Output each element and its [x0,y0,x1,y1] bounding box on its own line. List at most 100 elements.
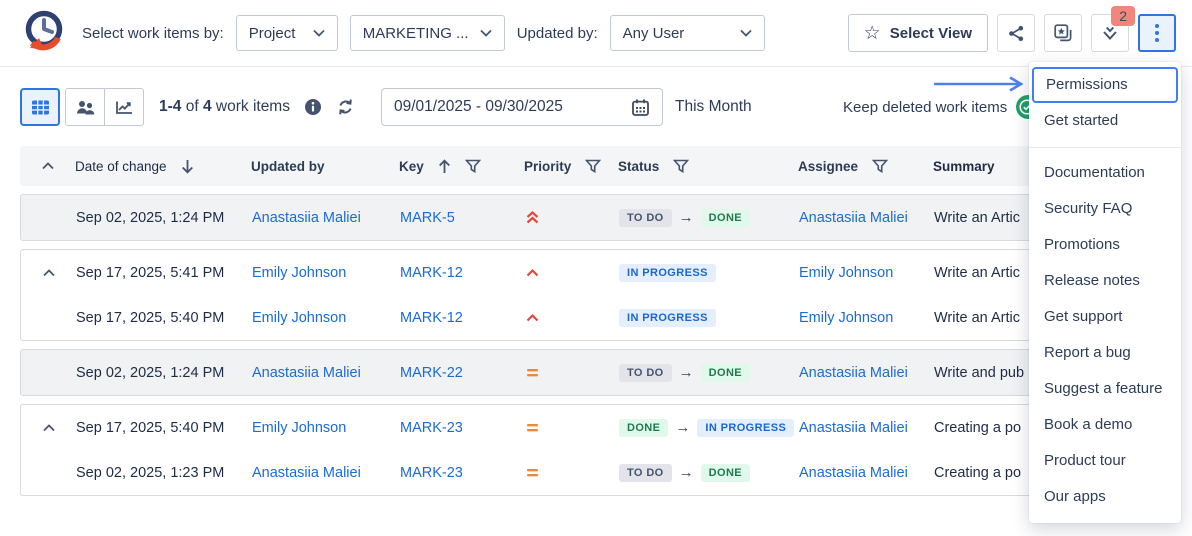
col-date-of-change: Date of change [75,158,167,174]
filter-icon[interactable] [872,159,889,173]
menu-item-documentation[interactable]: Documentation [1044,164,1145,181]
transition-arrow-icon: → [678,464,694,481]
chevron-down-icon [313,29,325,37]
updated-by-link[interactable]: Anastasiia Maliei [252,364,361,381]
chart-view-button[interactable] [104,88,144,126]
view-toolbar: 1-4 of 4 work items 09/01/2025 - 09/30/2… [0,68,1192,146]
filter-icon[interactable] [673,159,690,173]
refresh-icon[interactable] [336,98,355,116]
filter-icon[interactable] [585,159,602,173]
select-work-items-label: Select work items by: [82,24,224,42]
assignee-link[interactable]: Emily Johnson [799,264,894,281]
updated-by-link[interactable]: Emily Johnson [252,309,347,326]
summary-text: Creating a po [934,419,1022,436]
updated-by-link[interactable]: Anastasiia Maliei [252,464,361,481]
priority-medium-icon [520,466,619,479]
export-view-button[interactable] [1044,14,1082,52]
updated-by-label: Updated by: [516,24,598,42]
date-range-input[interactable]: 09/01/2025 - 09/30/2025 [380,88,663,126]
info-icon[interactable] [304,98,322,116]
work-items-table: Date of change Updated by Key Priority S… [20,146,1172,496]
updated-by-link[interactable]: Emily Johnson [252,264,347,281]
col-priority: Priority [524,158,572,174]
summary-text: Write an Artic [934,209,1020,226]
chevron-up-icon [42,268,55,276]
status-badge: DONE [700,208,751,227]
menu-item-get-started[interactable]: Get started [1044,112,1119,129]
menu-divider [1029,147,1181,148]
more-actions-menu: Permissions Get started Documentation Se… [1029,62,1181,523]
table-row: Sep 17, 2025, 5:40 PM Emily Johnson MARK… [21,295,1171,340]
collapse-group-button[interactable] [21,268,76,277]
assignee-link[interactable]: Anastasiia Maliei [799,364,908,381]
updated-by-link[interactable]: Anastasiia Maliei [252,209,361,226]
change-date: Sep 17, 2025, 5:41 PM [76,264,225,281]
menu-item-release-notes[interactable]: Release notes [1044,272,1140,289]
menu-item-book-a-demo[interactable]: Book a demo [1044,416,1133,433]
people-icon [76,99,95,116]
assignee-link[interactable]: Anastasiia Maliei [799,209,908,226]
issue-key-link[interactable]: MARK-12 [400,264,463,281]
menu-item-product-tour[interactable]: Product tour [1044,452,1126,469]
summary-text: Write an Artic [934,309,1020,326]
collapse-group-button[interactable] [21,423,76,432]
work-items-count: 1-4 of 4 work items [159,98,290,115]
menu-item-security-faq[interactable]: Security FAQ [1044,200,1133,217]
user-select[interactable]: Any User [609,15,765,51]
status-badge: TO DO [619,463,672,482]
select-view-button[interactable]: ☆ Select View [847,14,988,52]
assignee-link[interactable]: Anastasiia Maliei [799,464,908,481]
priority-high-icon [520,267,619,279]
col-assignee: Assignee [798,158,859,174]
project-value-select[interactable]: MARKETING ... [349,15,505,51]
table-view-button[interactable] [20,88,60,126]
menu-item-get-support[interactable]: Get support [1044,308,1123,325]
table-row: Sep 17, 2025, 5:41 PM Emily Johnson MARK… [21,250,1171,295]
summary-text: Write and pub [934,364,1025,381]
sort-asc-icon[interactable] [438,158,451,174]
line-chart-icon [115,99,133,115]
work-item-group: Sep 02, 2025, 1:24 PM Anastasiia Maliei … [20,194,1172,241]
status-badge: IN PROGRESS [697,418,795,437]
sort-desc-icon[interactable] [181,159,194,174]
menu-item-suggest-a-feature[interactable]: Suggest a feature [1044,380,1163,397]
status-badge: TO DO [619,363,672,382]
issue-key-link[interactable]: MARK-12 [400,309,463,326]
collapse-all-button[interactable] [20,162,75,170]
filter-icon[interactable] [464,159,481,173]
project-type-select[interactable]: Project [235,15,338,51]
app-logo-history-clock-icon [18,8,66,58]
issue-key-link[interactable]: MARK-23 [400,464,463,481]
notifications-button[interactable]: 2 [1091,6,1135,52]
issue-key-link[interactable]: MARK-22 [400,364,463,381]
issue-key-link[interactable]: MARK-5 [400,209,455,226]
priority-high-icon [520,312,619,324]
issue-key-link[interactable]: MARK-23 [400,419,463,436]
table-row: Sep 17, 2025, 5:40 PM Emily Johnson MARK… [21,405,1171,450]
menu-item-our-apps[interactable]: Our apps [1044,488,1106,505]
menu-item-promotions[interactable]: Promotions [1044,236,1120,253]
transition-arrow-icon: → [678,209,694,226]
col-status: Status [618,158,660,174]
chevron-up-icon [41,162,54,170]
share-button[interactable] [997,14,1035,52]
col-summary: Summary [933,158,995,174]
menu-item-report-a-bug[interactable]: Report a bug [1044,344,1131,361]
summary-text: Write an Artic [934,264,1020,281]
people-view-button[interactable] [65,88,105,126]
priority-medium-icon [520,366,619,379]
col-key: Key [399,158,424,174]
table-row: Sep 02, 2025, 1:23 PM Anastasiia Maliei … [21,450,1171,495]
updated-by-link[interactable]: Emily Johnson [252,419,347,436]
change-date: Sep 02, 2025, 1:23 PM [76,464,225,481]
chevron-up-icon [42,423,55,431]
status-badge: DONE [700,363,751,382]
assignee-link[interactable]: Anastasiia Maliei [799,419,908,436]
assignee-link[interactable]: Emily Johnson [799,309,894,326]
work-item-group: Sep 02, 2025, 1:24 PM Anastasiia Maliei … [20,349,1172,396]
pointer-arrow-icon [933,76,1025,92]
calendar-icon [631,98,650,117]
summary-text: Creating a po [934,464,1022,481]
more-actions-kebab-button[interactable] [1138,14,1176,52]
menu-item-permissions[interactable]: Permissions [1032,67,1178,103]
